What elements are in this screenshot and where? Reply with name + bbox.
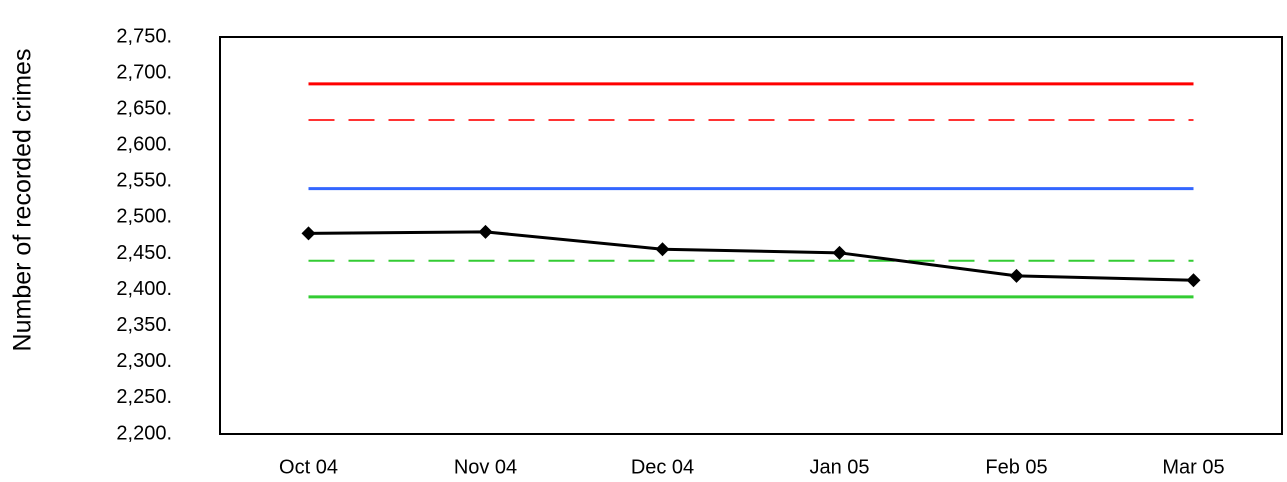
y-axis-label: Number of recorded crimes xyxy=(9,49,37,352)
y-tick-label: 2,500. xyxy=(116,206,172,228)
data-point xyxy=(478,224,493,239)
data-point xyxy=(832,245,847,260)
data-point xyxy=(301,226,316,241)
data-point xyxy=(655,242,670,257)
y-tick-label: 2,700. xyxy=(116,61,172,83)
y-tick-label: 2,300. xyxy=(116,350,172,372)
data-point xyxy=(1009,268,1024,283)
x-tick-label: Nov 04 xyxy=(454,456,517,478)
x-tick-label: Dec 04 xyxy=(631,456,694,478)
y-tick-label: 2,750. xyxy=(116,25,172,47)
y-tick-label: 2,650. xyxy=(116,97,172,119)
y-tick-label: 2,550. xyxy=(116,170,172,192)
y-tick-label: 2,250. xyxy=(116,386,172,408)
y-tick-label: 2,200. xyxy=(116,422,172,444)
x-tick-label: Mar 05 xyxy=(1162,456,1224,478)
y-tick-label: 2,600. xyxy=(116,134,172,156)
x-tick-label: Jan 05 xyxy=(809,456,869,478)
y-tick-label: 2,400. xyxy=(116,278,172,300)
series-line xyxy=(308,230,1194,282)
y-tick-label: 2,350. xyxy=(116,314,172,336)
x-tick-label: Oct 04 xyxy=(279,456,338,478)
plot-frame xyxy=(219,36,1283,435)
data-point xyxy=(1186,273,1201,288)
y-tick-label: 2,450. xyxy=(116,242,172,264)
x-tick-label: Feb 05 xyxy=(985,456,1047,478)
